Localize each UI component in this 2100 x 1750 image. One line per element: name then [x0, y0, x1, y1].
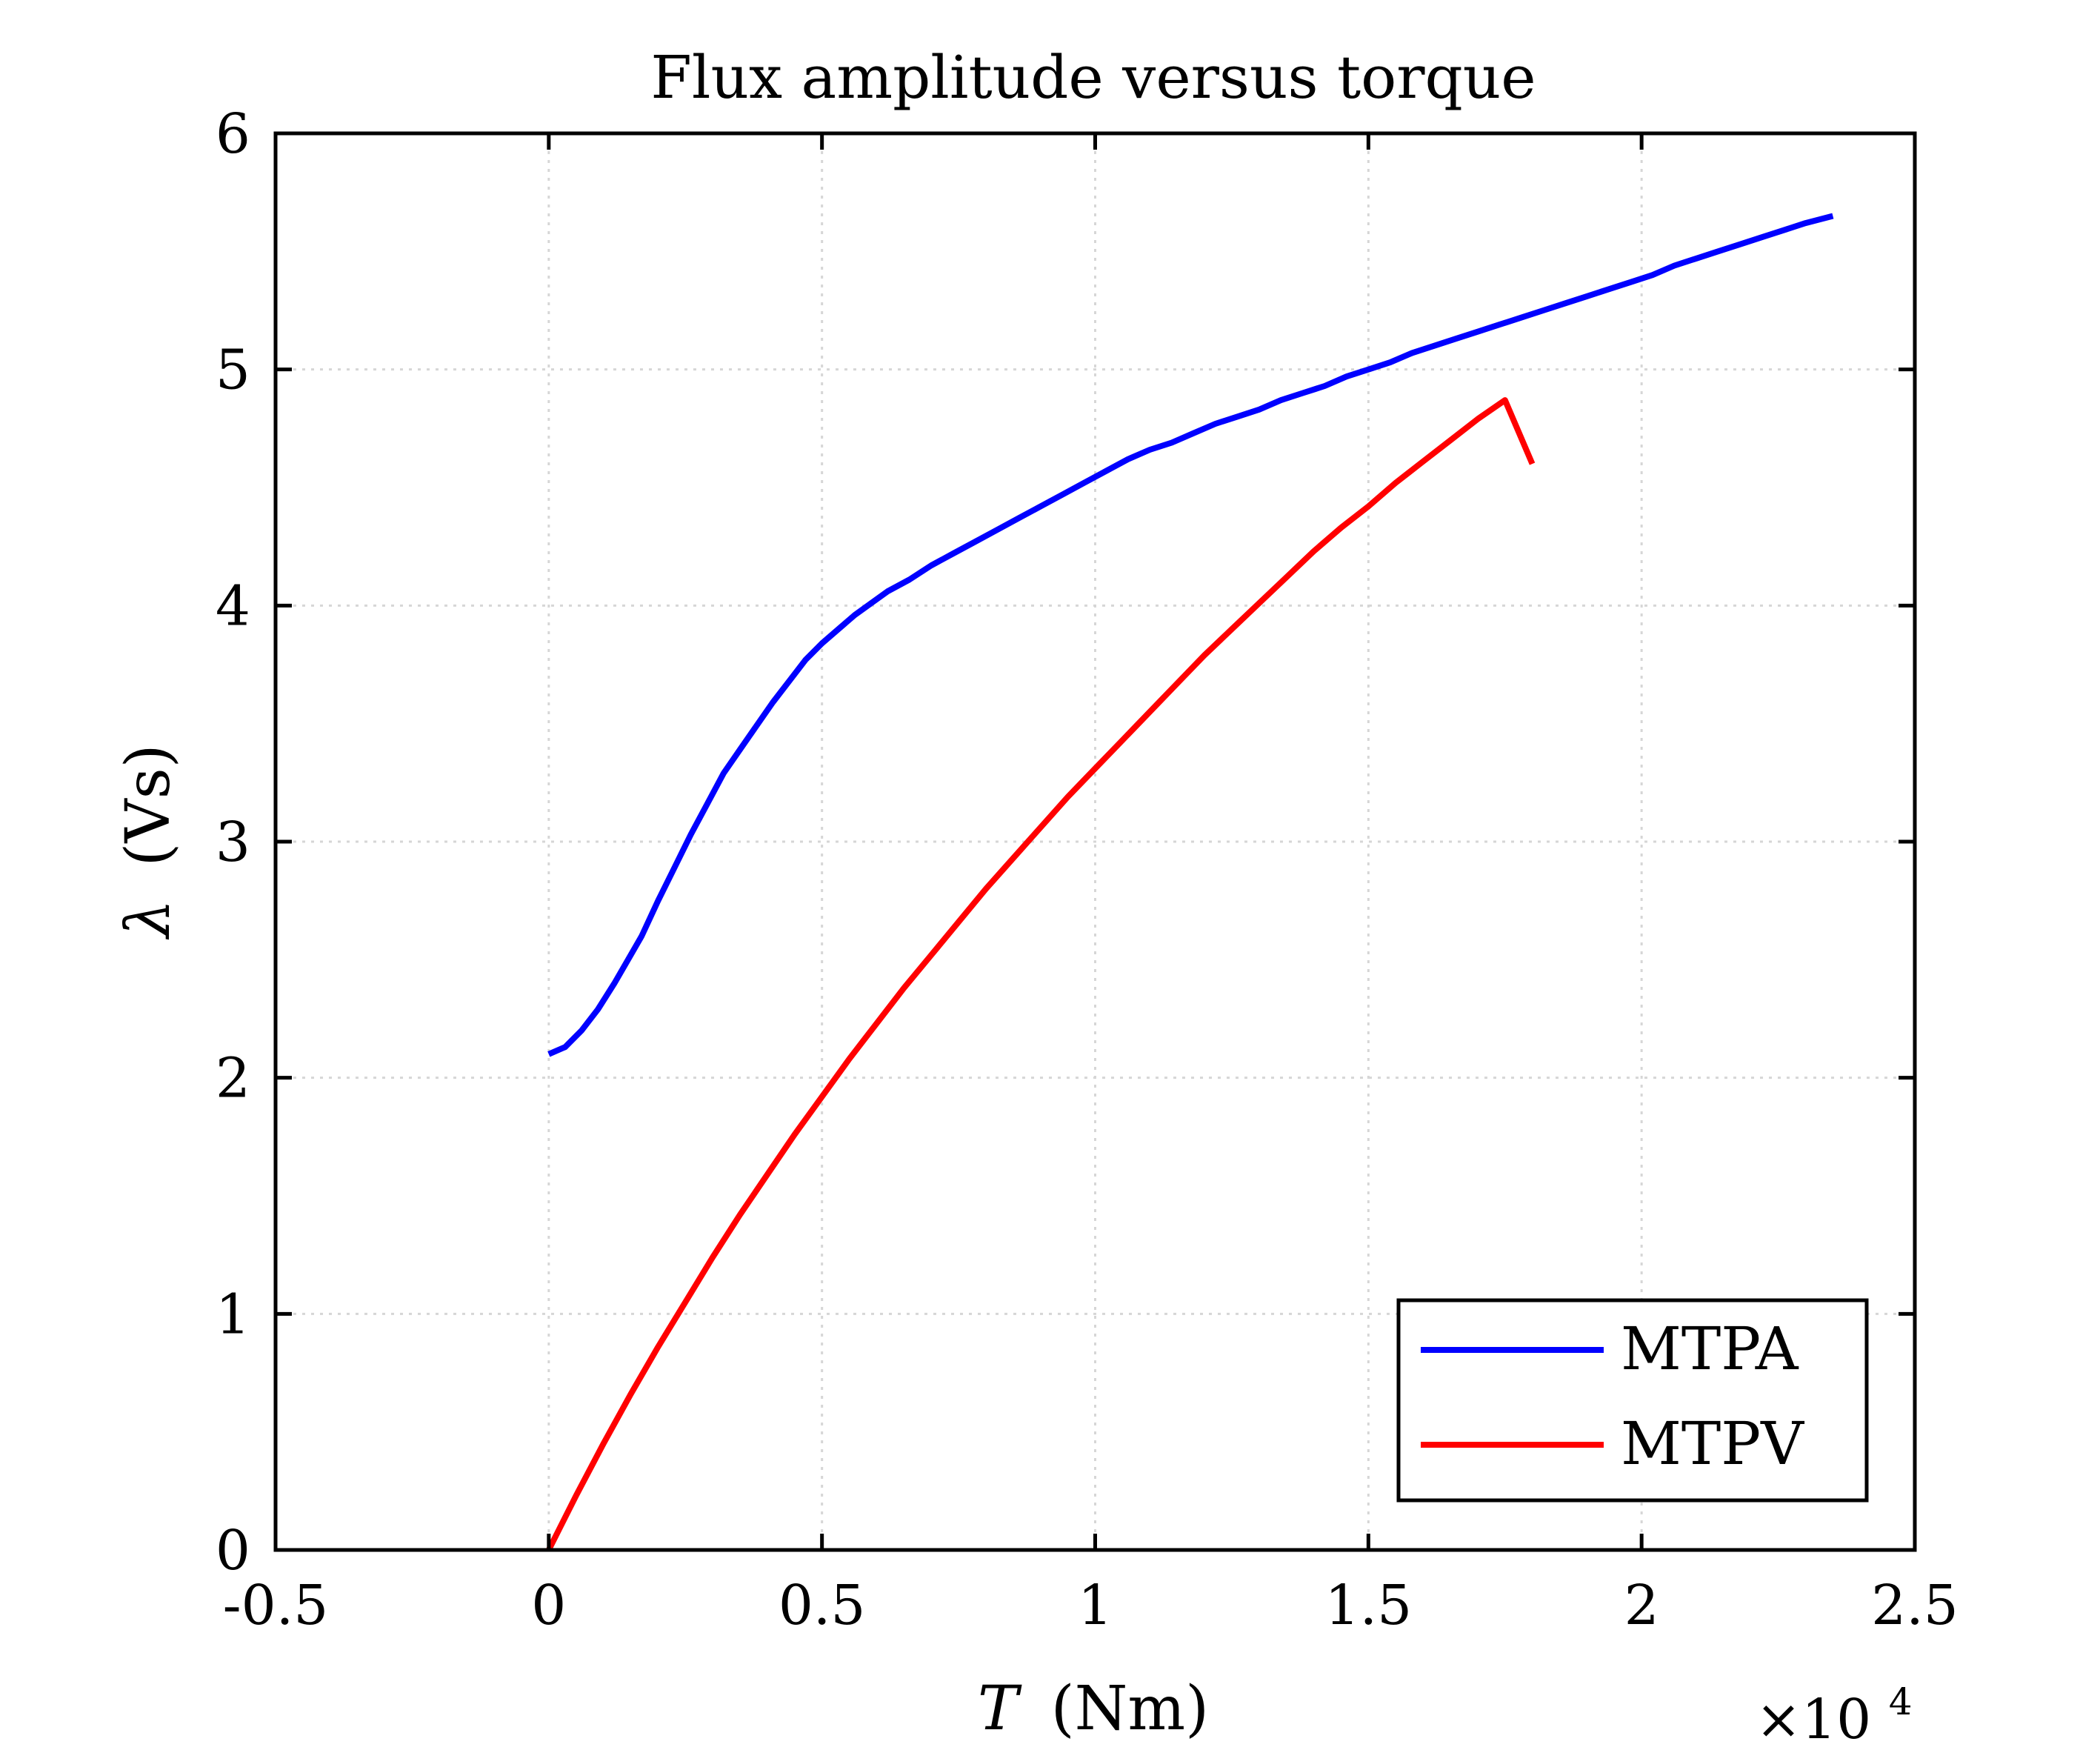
y-tick-label: 2: [216, 1047, 250, 1111]
grid: [276, 133, 1915, 1550]
series-line-mtpv: [546, 397, 1536, 1550]
y-tick-label: 4: [216, 574, 250, 638]
chart-title: Flux amplitude versus torque: [650, 43, 1536, 112]
series-line-mtpa: [547, 213, 1834, 1057]
x-tick-label: 2.5: [1871, 1574, 1959, 1637]
y-tick-label: 0: [216, 1519, 250, 1583]
x-axis-unit: (Nm): [1051, 1674, 1210, 1744]
x-tick-label: 1: [1078, 1574, 1113, 1637]
x-axis-label: T (Nm): [978, 1674, 1209, 1744]
legend-label-mtpv: MTPV: [1621, 1409, 1804, 1478]
y-axis-label: λ (Vs): [113, 744, 184, 939]
legend-box: [1396, 1298, 1869, 1503]
series-layer: [546, 213, 1834, 1550]
y-tick-label: 6: [216, 102, 250, 166]
y-tick-label: 3: [216, 811, 250, 874]
x-tick-labels: -0.5 0 0.5 1 1.5 2 2.5: [223, 1574, 1959, 1637]
x-tick-label: -0.5: [223, 1574, 329, 1637]
x-tick-label: 1.5: [1324, 1574, 1412, 1637]
axis-ticks: [273, 131, 1917, 1552]
y-axis-unit: (Vs): [113, 744, 184, 866]
y-tick-labels: 0 1 2 3 4 5 6: [216, 102, 250, 1583]
x-axis-symbol: T: [978, 1674, 1022, 1744]
y-axis-symbol: λ: [113, 899, 184, 940]
x-tick-label: 2: [1624, 1574, 1659, 1637]
x-tick-label: 0: [531, 1574, 566, 1637]
legend-label-mtpa: MTPA: [1621, 1314, 1799, 1383]
y-tick-label: 1: [216, 1282, 250, 1346]
x-axis-exponent-base: ×10: [1756, 1688, 1871, 1750]
x-axis-exponent: ×10 4: [1756, 1680, 1913, 1750]
x-axis-exponent-power: 4: [1889, 1680, 1913, 1723]
x-tick-label: 0.5: [779, 1574, 866, 1637]
legend: MTPA MTPV: [1396, 1298, 1869, 1503]
y-tick-label: 5: [216, 339, 250, 402]
